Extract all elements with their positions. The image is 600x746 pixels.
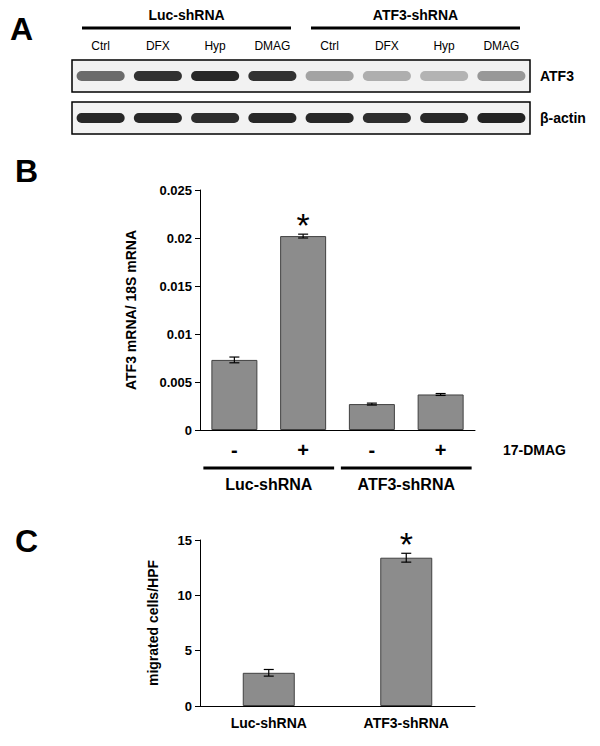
svg-text:0.005: 0.005 <box>159 375 192 390</box>
svg-text:-: - <box>231 439 238 461</box>
svg-text:0.015: 0.015 <box>159 279 192 294</box>
svg-text:*: * <box>297 206 310 244</box>
svg-text:+: + <box>297 439 309 461</box>
svg-text:Hyp: Hyp <box>204 39 226 53</box>
svg-text:-: - <box>369 439 376 461</box>
svg-text:DMAG: DMAG <box>254 39 290 53</box>
svg-text:10: 10 <box>178 588 192 603</box>
svg-text:ATF3: ATF3 <box>540 68 574 84</box>
svg-text:Luc-shRNA: Luc-shRNA <box>148 7 224 23</box>
svg-text:migrated cells/HPF: migrated cells/HPF <box>145 560 161 686</box>
svg-text:0.025: 0.025 <box>159 183 192 198</box>
svg-text:ATF3-shRNA: ATF3-shRNA <box>358 476 456 493</box>
svg-text:β-actin: β-actin <box>540 110 586 126</box>
svg-text:ATF3-shRNA: ATF3-shRNA <box>373 7 458 23</box>
svg-text:0.02: 0.02 <box>167 231 192 246</box>
svg-text:5: 5 <box>185 643 192 658</box>
svg-text:Ctrl: Ctrl <box>320 39 339 53</box>
svg-text:A: A <box>10 11 33 47</box>
svg-text:Luc-shRNA: Luc-shRNA <box>225 476 313 493</box>
svg-text:+: + <box>435 439 447 461</box>
svg-text:*: * <box>400 525 413 563</box>
svg-text:ATF3-shRNA: ATF3-shRNA <box>364 715 449 731</box>
svg-text:ATF3 mRNA/ 18S mRNA: ATF3 mRNA/ 18S mRNA <box>123 230 139 390</box>
svg-text:15: 15 <box>178 533 192 548</box>
svg-text:0: 0 <box>185 699 192 714</box>
svg-text:0.01: 0.01 <box>167 327 192 342</box>
svg-text:DFX: DFX <box>146 39 170 53</box>
svg-text:0: 0 <box>185 423 192 438</box>
svg-text:B: B <box>15 153 38 189</box>
svg-text:DFX: DFX <box>375 39 399 53</box>
svg-text:Ctrl: Ctrl <box>91 39 110 53</box>
svg-text:DMAG: DMAG <box>483 39 519 53</box>
svg-text:17-DMAG: 17-DMAG <box>503 442 566 458</box>
svg-text:Hyp: Hyp <box>433 39 455 53</box>
svg-text:Luc-shRNA: Luc-shRNA <box>231 715 307 731</box>
svg-text:C: C <box>15 523 38 559</box>
